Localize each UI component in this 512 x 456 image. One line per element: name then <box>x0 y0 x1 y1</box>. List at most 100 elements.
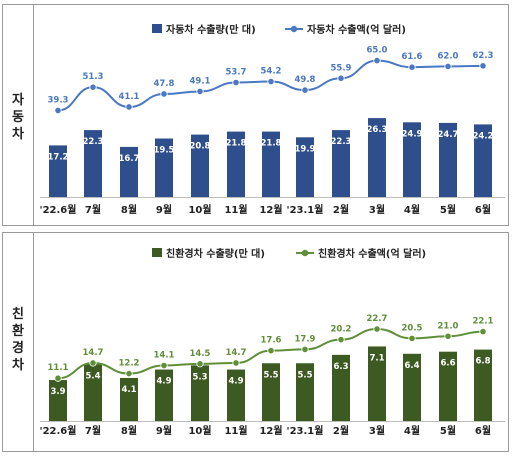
bar-value-label: 5.3 <box>192 372 207 382</box>
line-value-label: 22.1 <box>473 317 494 327</box>
bar <box>120 146 138 197</box>
line-point <box>54 106 62 115</box>
line-value-label: 14.1 <box>154 351 175 361</box>
line-value-label: 14.7 <box>226 348 247 358</box>
bar-value-label: 6.8 <box>475 357 490 367</box>
legend: 자동차 수출량(만 대) 자동차 수출액(억 달러) <box>152 23 406 36</box>
line-value-label: 14.5 <box>190 349 211 359</box>
bar <box>296 363 314 421</box>
legend-line-label: 친환경차 수출액(억 달러) <box>318 247 426 260</box>
bar-value-label: 4.9 <box>156 377 171 387</box>
line-point <box>54 374 62 382</box>
chart-0: 자동차 수출량(만 대) 자동차 수출액(억 달러) 17.2 22.3 16.7 19.… <box>40 23 505 216</box>
bar <box>262 131 280 197</box>
line-point <box>232 359 240 367</box>
line-value-label: 12.2 <box>119 359 140 369</box>
x-tick-label: 11월 <box>224 204 247 216</box>
bar <box>439 351 457 421</box>
bar-value-label: 21.8 <box>261 139 282 149</box>
x-tick-label: '22.6월 <box>40 425 77 437</box>
line-value-label: 21.0 <box>438 321 459 331</box>
legend-line-label: 자동차 수출액(억 달러) <box>307 23 406 36</box>
line-point <box>89 359 97 367</box>
line-point <box>267 347 275 355</box>
x-tick-label: 7월 <box>85 425 101 437</box>
line-value-label: 17.6 <box>261 336 282 346</box>
bar-value-label: 6.6 <box>440 359 455 369</box>
line-point <box>408 334 416 342</box>
legend: 친환경차 수출량(만 대) 친환경차 수출액(억 달러) <box>152 247 426 260</box>
x-tick-label: 10월 <box>188 425 211 437</box>
line-point <box>125 369 133 378</box>
bar <box>439 122 457 197</box>
line-value-label: 20.2 <box>331 325 352 335</box>
line-value-label: 20.5 <box>402 323 423 333</box>
bar <box>368 118 386 197</box>
x-tick-label: 11월 <box>224 425 247 437</box>
x-tick-label: 9월 <box>156 204 172 216</box>
line-value-label: 49.8 <box>295 75 316 85</box>
line-point <box>125 103 133 111</box>
x-tick-label: 3월 <box>369 204 385 216</box>
bar <box>49 145 67 197</box>
line-point <box>196 87 204 96</box>
line-point <box>160 90 168 98</box>
line-point <box>479 327 487 336</box>
x-tick-label: 4월 <box>404 204 420 216</box>
line-point <box>444 332 452 340</box>
x-tick-label: 6월 <box>475 425 491 437</box>
x-tick-label: 5월 <box>440 425 456 437</box>
side-label-char: 경 <box>12 341 24 356</box>
bar-value-label: 19.9 <box>295 144 316 154</box>
panel-frame-eco-car-chart <box>33 232 509 452</box>
line-value-label: 11.1 <box>48 363 69 373</box>
x-tick-label: 4월 <box>404 425 420 437</box>
side-label-char: 차 <box>12 358 24 373</box>
bar <box>155 369 173 421</box>
x-tick-label: '23.1월 <box>287 204 324 216</box>
bar <box>155 138 173 197</box>
legend-line-marker <box>290 25 298 33</box>
line-value-label: 62.3 <box>473 51 494 61</box>
bar-value-label: 20.8 <box>190 142 211 152</box>
line-point <box>337 336 345 344</box>
x-tick-label: 5월 <box>440 204 456 216</box>
bar <box>368 346 386 421</box>
bar-value-label: 6.3 <box>333 362 348 372</box>
bar-value-label: 22.3 <box>331 137 352 147</box>
line-point <box>301 86 309 94</box>
bar <box>474 349 492 421</box>
x-tick-label: '22.6월 <box>40 204 77 216</box>
bar-value-label: 24.9 <box>402 129 423 139</box>
bar-value-label: 3.9 <box>50 387 65 397</box>
legend-bar-label: 자동차 수출량(만 대) <box>166 23 256 36</box>
x-tick-label: 8월 <box>121 204 137 216</box>
side-label-char: 환 <box>12 324 24 339</box>
x-tick-label: 12월 <box>259 425 282 437</box>
line-value-label: 22.7 <box>367 314 388 324</box>
line-point <box>444 62 452 71</box>
side-label-char: 친 <box>12 307 24 322</box>
bar-value-label: 17.2 <box>48 152 69 162</box>
x-tick-label: '23.1월 <box>287 425 324 437</box>
legend-bar-swatch <box>152 24 162 33</box>
line-point <box>301 345 309 354</box>
bar <box>403 122 421 197</box>
line-value-label: 14.7 <box>83 348 104 358</box>
bar-value-label: 4.1 <box>121 385 136 395</box>
bar <box>332 130 350 197</box>
bar-value-label: 26.3 <box>367 125 388 135</box>
legend-line-marker <box>301 249 309 257</box>
side-label-char: 동 <box>12 110 24 125</box>
bar <box>474 124 492 197</box>
legend-bar-label: 친환경차 수출량(만 대) <box>166 247 265 260</box>
bar <box>84 364 102 421</box>
bar-value-label: 5.5 <box>263 370 278 380</box>
x-tick-label: 10월 <box>188 204 211 216</box>
line-value-label: 51.3 <box>83 72 104 82</box>
bar-value-label: 5.4 <box>85 371 100 381</box>
bar-value-label: 6.4 <box>404 361 419 371</box>
line-value-label: 17.9 <box>295 334 316 344</box>
